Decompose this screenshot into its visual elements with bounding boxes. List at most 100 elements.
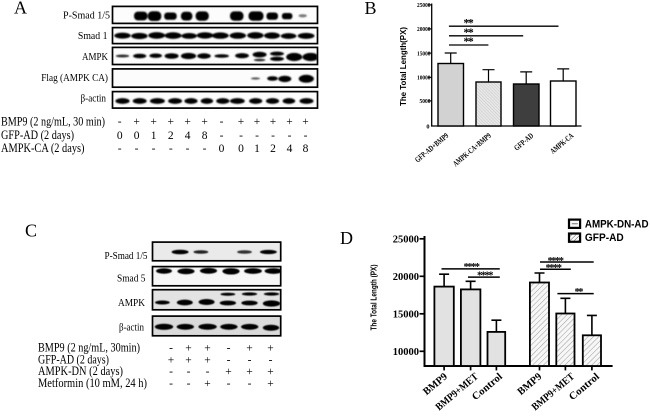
svg-text:Flag (AMPK CA): Flag (AMPK CA): [41, 72, 108, 84]
svg-text:BMP9 (2 ng/mL, 30 min): BMP9 (2 ng/mL, 30 min): [1, 114, 105, 128]
svg-text:10000: 10000: [417, 75, 431, 82]
svg-text:A: A: [14, 0, 27, 18]
svg-text:+: +: [184, 116, 191, 128]
svg-text:-: -: [152, 143, 156, 155]
svg-text:+: +: [238, 116, 245, 128]
svg-text:-: -: [248, 378, 252, 390]
svg-text:-: -: [186, 143, 190, 155]
svg-text:P-Smad 1/5: P-Smad 1/5: [105, 250, 148, 262]
svg-text:20000: 20000: [393, 272, 419, 283]
svg-text:The Total Length (PX): The Total Length (PX): [369, 264, 379, 330]
svg-text:**: **: [464, 17, 474, 29]
svg-text:+: +: [246, 343, 253, 355]
svg-text:15000: 15000: [417, 50, 431, 57]
svg-text:0: 0: [426, 123, 429, 130]
svg-text:****: ****: [464, 262, 480, 273]
svg-text:4: 4: [185, 130, 191, 142]
svg-text:-: -: [187, 366, 191, 378]
svg-text:-: -: [169, 378, 173, 390]
svg-text:The Total Length(PX): The Total Length(PX): [399, 27, 408, 106]
svg-text:+: +: [204, 355, 211, 367]
svg-text:-: -: [255, 130, 259, 142]
svg-text:-: -: [169, 343, 173, 355]
svg-text:20000: 20000: [417, 26, 431, 33]
svg-text:-: -: [135, 143, 139, 155]
svg-text:-: -: [248, 355, 252, 367]
svg-text:-: -: [271, 130, 275, 142]
svg-text:-: -: [304, 130, 308, 142]
svg-text:2: 2: [270, 143, 276, 155]
svg-text:P-Smad 1/5: P-Smad 1/5: [63, 9, 110, 21]
svg-text:**: **: [464, 36, 474, 48]
svg-text:25000: 25000: [417, 2, 431, 9]
svg-text:-: -: [187, 378, 191, 390]
svg-text:+: +: [150, 116, 157, 128]
svg-text:AMPK: AMPK: [82, 51, 108, 63]
svg-text:+: +: [204, 343, 211, 355]
svg-text:4: 4: [287, 143, 293, 155]
svg-text:+: +: [267, 378, 274, 390]
svg-text:B: B: [365, 0, 377, 18]
svg-text:+: +: [168, 116, 175, 128]
svg-text:-: -: [288, 130, 292, 142]
svg-text:1: 1: [151, 130, 157, 142]
svg-text:25000: 25000: [393, 235, 419, 246]
svg-text:+: +: [254, 116, 261, 128]
svg-text:-: -: [203, 143, 207, 155]
svg-text:-: -: [269, 355, 273, 367]
svg-text:15000: 15000: [393, 310, 419, 321]
svg-text:-: -: [227, 355, 231, 367]
svg-text:Smad 5: Smad 5: [117, 273, 146, 285]
svg-text:AMPK-DN-AD: AMPK-DN-AD: [585, 218, 649, 230]
svg-text:-: -: [169, 143, 173, 155]
svg-text:8: 8: [202, 130, 208, 142]
svg-text:+: +: [246, 366, 253, 378]
svg-text:β-actin: β-actin: [119, 321, 144, 333]
svg-text:+: +: [168, 355, 175, 367]
svg-text:-: -: [206, 366, 210, 378]
svg-text:AMPK-CA (2 days): AMPK-CA (2 days): [1, 141, 85, 155]
svg-text:****: ****: [548, 256, 564, 267]
svg-text:**: **: [575, 287, 584, 298]
svg-text:+: +: [185, 343, 192, 355]
svg-text:****: ****: [546, 263, 562, 274]
svg-text:**: **: [464, 27, 474, 39]
svg-text:5000: 5000: [420, 98, 431, 105]
svg-text:+: +: [302, 116, 309, 128]
svg-text:****: ****: [477, 270, 493, 281]
svg-text:β-actin: β-actin: [81, 92, 107, 104]
svg-text:-: -: [118, 116, 122, 128]
svg-text:+: +: [185, 355, 192, 367]
svg-text:+: +: [225, 366, 232, 378]
svg-text:+: +: [286, 116, 293, 128]
svg-text:+: +: [133, 116, 140, 128]
svg-text:-: -: [239, 130, 243, 142]
svg-text:-: -: [227, 343, 231, 355]
svg-text:Metformin (10 mM, 24 h): Metformin (10 mM, 24 h): [38, 376, 147, 390]
svg-text:+: +: [201, 116, 208, 128]
svg-text:GFP-AD: GFP-AD: [585, 232, 624, 244]
svg-text:0: 0: [238, 143, 244, 155]
svg-text:+: +: [267, 343, 274, 355]
svg-text:10000: 10000: [393, 347, 419, 358]
svg-text:+: +: [267, 366, 274, 378]
svg-text:-: -: [118, 143, 122, 155]
svg-text:1: 1: [254, 143, 260, 155]
svg-text:Smad 1: Smad 1: [78, 30, 108, 42]
svg-text:0: 0: [219, 143, 225, 155]
svg-text:8: 8: [303, 143, 309, 155]
svg-text:GFP-AD (2 days): GFP-AD (2 days): [38, 353, 109, 367]
svg-text:BMP9 (2 ng/mL, 30min): BMP9 (2 ng/mL, 30min): [38, 341, 140, 355]
svg-text:D: D: [340, 228, 353, 248]
svg-text:2: 2: [168, 130, 174, 142]
svg-text:0: 0: [134, 130, 140, 142]
svg-text:+: +: [204, 378, 211, 390]
svg-text:-: -: [220, 116, 224, 128]
svg-text:-: -: [220, 130, 224, 142]
svg-text:GFP-AD (2 days): GFP-AD (2 days): [1, 128, 74, 142]
svg-text:-: -: [169, 366, 173, 378]
svg-text:C: C: [25, 221, 37, 241]
svg-text:0: 0: [117, 130, 123, 142]
svg-text:-: -: [227, 378, 231, 390]
svg-text:+: +: [270, 116, 277, 128]
